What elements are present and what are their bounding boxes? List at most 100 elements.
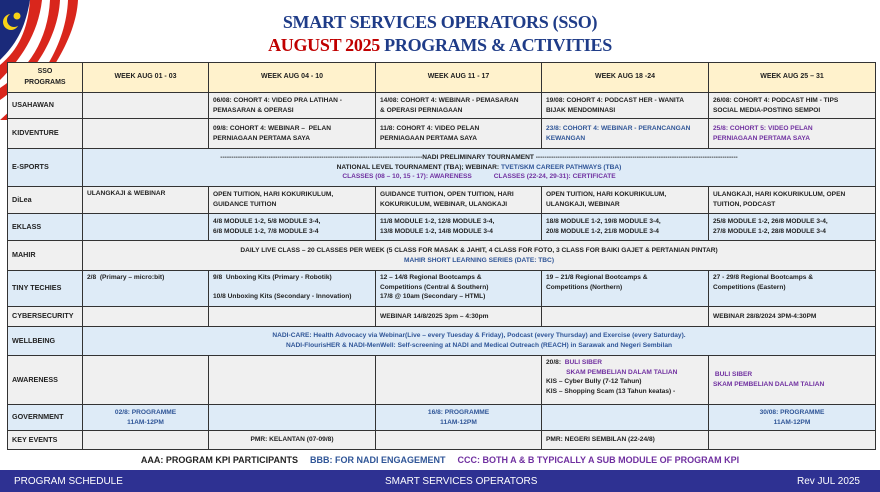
table-row: WELLBEING NADI-CARE: Health Advocacy via … bbox=[7, 326, 876, 356]
table-row: CYBERSECURITY WEBINAR 14/8/2025 3pm – 4:3… bbox=[7, 306, 876, 327]
cell-text: Competitions (Eastern) bbox=[713, 283, 786, 291]
cell-line: SKAM PEMBELIAN DALAM TALIAN bbox=[713, 380, 871, 390]
program-name: KIDVENTURE bbox=[7, 118, 83, 149]
cell-line: 4/8 MODULE 1-2, 5/8 MODULE 3-4, bbox=[213, 217, 371, 227]
cell-text: KEWANGAN bbox=[546, 134, 586, 142]
cell-text: OPEN TUITION, HARI KOKURIKULUM, bbox=[546, 191, 667, 199]
cell-line: KEWANGAN bbox=[546, 134, 704, 144]
cell-line: 11/8: COHORT 4: VIDEO PELAN bbox=[380, 124, 537, 134]
cell-text: ULANGKAJI, WEBINAR bbox=[546, 201, 620, 208]
cell-line: BIJAK MENDOMINASI bbox=[546, 106, 704, 116]
schedule-cell bbox=[82, 213, 209, 241]
cell-line: OPEN TUITION, HARI KOKURIKULUM, bbox=[213, 190, 371, 200]
cell-line: ULANGKAJI, WEBINAR bbox=[546, 200, 704, 210]
cell-text: 11AM-12PM bbox=[440, 418, 477, 426]
schedule-cell: 12 – 14/8 Regional Bootcamps & Competitio… bbox=[375, 270, 542, 307]
schedule-cell bbox=[375, 430, 542, 450]
cell-text: 09/8: COHORT 4: WEBINAR – PELAN bbox=[213, 124, 331, 132]
cell-line: ULANGKAJI, HARI KOKURIKULUM, OPEN bbox=[713, 190, 871, 200]
cell-line: Competitions (Eastern) bbox=[713, 283, 871, 293]
table-row: USAHAWAN 06/08: COHORT 4: VIDEO PRA LATIH… bbox=[7, 92, 876, 119]
cell-line: DAILY LIVE CLASS – 20 CLASSES PER WEEK (… bbox=[87, 246, 871, 256]
schedule-cell: 4/8 MODULE 1-2, 5/8 MODULE 3-4, 6/8 MODUL… bbox=[208, 213, 376, 241]
cell-line: 17/8 @ 10am (Secondary – HTML) bbox=[380, 292, 537, 302]
schedule-cell: 19/08: COHORT 4: PODCAST HER - WANITA BIJ… bbox=[541, 92, 709, 119]
cell-text: 4/8 MODULE 1-2, 5/8 MODULE 3-4, bbox=[213, 218, 321, 226]
footer-bar: PROGRAM SCHEDULE SMART SERVICES OPERATOR… bbox=[0, 470, 880, 492]
cell-line: WEBINAR 28/8/2024 3PM-4:30PM bbox=[713, 312, 871, 322]
cell-line: PERNIAGAAN PERTAMA SAYA bbox=[213, 134, 371, 144]
schedule-cell bbox=[541, 404, 709, 431]
cell-line: BULI SIBER bbox=[713, 370, 871, 380]
schedule-cell: 14/08: COHORT 4: WEBINAR - PEMASARAN & OP… bbox=[375, 92, 542, 119]
cell-text: 17/8 @ 10am (Secondary – HTML) bbox=[380, 293, 486, 301]
schedule-cell bbox=[208, 355, 376, 405]
schedule-cell: 02/8: PROGRAMME 11AM-12PM bbox=[82, 404, 209, 431]
cell-line: WEBINAR 14/8/2025 3pm – 4:30pm bbox=[380, 312, 537, 322]
schedule-cell: 30/08: PROGRAMME 11AM-12PM bbox=[708, 404, 876, 431]
schedule-cell: WEBINAR 28/8/2024 3PM-4:30PM bbox=[708, 306, 876, 327]
cell-line: SKAM PEMBELIAN DALAM TALIAN bbox=[546, 368, 704, 378]
cell-line: TUITION, PODCAST bbox=[713, 200, 871, 210]
schedule-cell: GUIDANCE TUITION, OPEN TUITION, HARI KOKU… bbox=[375, 186, 542, 214]
schedule-cell: 20/8: BULI SIBER SKAM PEMBELIAN DALAM TA… bbox=[541, 355, 709, 405]
schedule-table: SSO PROGRAMS WEEK AUG 01 - 03 WEEK AUG 04 … bbox=[7, 62, 876, 450]
schedule-cell: 2/8 (Primary – micro:bit) bbox=[82, 270, 209, 307]
cell-line: PMR: NEGERI SEMBILAN (22-24/8) bbox=[546, 435, 704, 445]
cell-line: PMR: KELANTAN (07-09/8) bbox=[213, 435, 371, 445]
schedule-cell bbox=[82, 118, 209, 149]
schedule-cell: 09/8: COHORT 4: WEBINAR – PELAN PERNIAGAA… bbox=[208, 118, 376, 149]
cell-line: 27 - 29/8 Regional Bootcamps & bbox=[713, 273, 871, 283]
cell-text: 20/8: bbox=[546, 359, 565, 366]
cell-line: NADI-CARE: Health Advocacy via Webinar(L… bbox=[87, 331, 871, 341]
cell-text: WEBINAR 14/8/2025 3pm – 4:30pm bbox=[380, 312, 489, 320]
cell-line: KIS – Cyber Bully (7-12 Tahun) bbox=[546, 377, 704, 387]
schedule-cell: 27 - 29/8 Regional Bootcamps & Competitio… bbox=[708, 270, 876, 307]
cell-text: ULANGKAJI & WEBINAR bbox=[87, 190, 166, 197]
cell-line: MAHIR SHORT LEARNING SERIES (DATE: TBC) bbox=[87, 256, 871, 266]
cell-line: GUIDANCE TUITION, OPEN TUITION, HARI bbox=[380, 190, 537, 200]
table-row: MAHIR DAILY LIVE CLASS – 20 CLASSES PER W… bbox=[7, 240, 876, 271]
schedule-cell bbox=[541, 306, 709, 327]
cell-line: KIS – Shopping Scam (13 Tahun keatas) - bbox=[546, 387, 704, 397]
cell-text: KIS – Shopping Scam (13 Tahun keatas) - bbox=[546, 387, 676, 395]
cell-text: BULI SIBER bbox=[564, 359, 603, 366]
schedule-cell: 25/8 MODULE 1-2, 26/8 MODULE 3-4, 27/8 MO… bbox=[708, 213, 876, 241]
cell-text: PERNIAGAAN PERTAMA SAYA bbox=[380, 134, 477, 142]
table-row: KIDVENTURE 09/8: COHORT 4: WEBINAR – PELA… bbox=[7, 118, 876, 149]
cell-line: 19 – 21/8 Regional Bootcamps & bbox=[546, 273, 704, 283]
cell-line: 20/8 MODULE 1-2, 21/8 MODULE 3-4 bbox=[546, 227, 704, 237]
program-name: CYBERSECURITY bbox=[7, 306, 83, 327]
schedule-cell: 26/08: COHORT 4: PODCAST HIM - TIPS SOCIA… bbox=[708, 92, 876, 119]
cell-line: PERNIAGAAN PERTAMA SAYA bbox=[713, 134, 871, 144]
cell-text: 20/8 MODULE 1-2, 21/8 MODULE 3-4 bbox=[546, 228, 659, 235]
cell-line: Competitions (Northern) bbox=[546, 283, 704, 293]
program-name: KEY EVENTS bbox=[7, 430, 83, 450]
schedule-cell: NADI-CARE: Health Advocacy via Webinar(L… bbox=[82, 326, 876, 356]
cell-line: 30/08: PROGRAMME bbox=[713, 408, 871, 418]
schedule-cell: 19 – 21/8 Regional Bootcamps & Competitio… bbox=[541, 270, 709, 307]
cell-text: 25/8 MODULE 1-2, 26/8 MODULE 3-4, bbox=[713, 218, 828, 226]
cell-line: 18/8 MODULE 1-2, 19/8 MODULE 3-4, bbox=[546, 217, 704, 227]
legend-item: BBB: FOR NADI ENGAGEMENT bbox=[310, 455, 446, 465]
cell-text: GUIDANCE TUITION, OPEN TUITION, HARI bbox=[380, 191, 514, 199]
schedule-cell: ULANGKAJI & WEBINAR bbox=[82, 186, 209, 214]
cell-text: NADI-FlourisHER & NADI-MenWell: Self-scr… bbox=[285, 342, 673, 349]
table-row: KEY EVENTS PMR: KELANTAN (07-09/8) PMR: NE… bbox=[7, 430, 876, 450]
cell-text: 30/08: PROGRAMME bbox=[759, 408, 825, 416]
page-title: SMART SERVICES OPERATORS (SSO) bbox=[282, 12, 598, 32]
header-row: SSO PROGRAMS WEEK AUG 01 - 03 WEEK AUG 04 … bbox=[7, 62, 876, 93]
program-name: GOVERNMENT bbox=[7, 404, 83, 431]
schedule-cell: 11/8 MODULE 1-2, 12/8 MODULE 3-4, 13/8 MO… bbox=[375, 213, 542, 241]
schedule-cell bbox=[208, 306, 376, 327]
cell-line: ULANGKAJI & WEBINAR bbox=[87, 189, 204, 199]
schedule-cell: BULI SIBER SKAM PEMBELIAN DALAM TALIAN bbox=[708, 355, 876, 405]
schedule-cell bbox=[82, 92, 209, 119]
schedule-cell bbox=[82, 306, 209, 327]
column-header: WEEK AUG 01 - 03 bbox=[82, 62, 209, 93]
schedule-cell bbox=[208, 404, 376, 431]
cell-text: 02/8: PROGRAMME bbox=[114, 408, 177, 416]
cell-text: SKAM PEMBELIAN DALAM TALIAN bbox=[546, 368, 678, 376]
page-subtitle: AUGUST 2025 PROGRAMS & ACTIVITIES bbox=[0, 35, 880, 56]
subtitle-rest: PROGRAMS & ACTIVITIES bbox=[379, 35, 612, 55]
